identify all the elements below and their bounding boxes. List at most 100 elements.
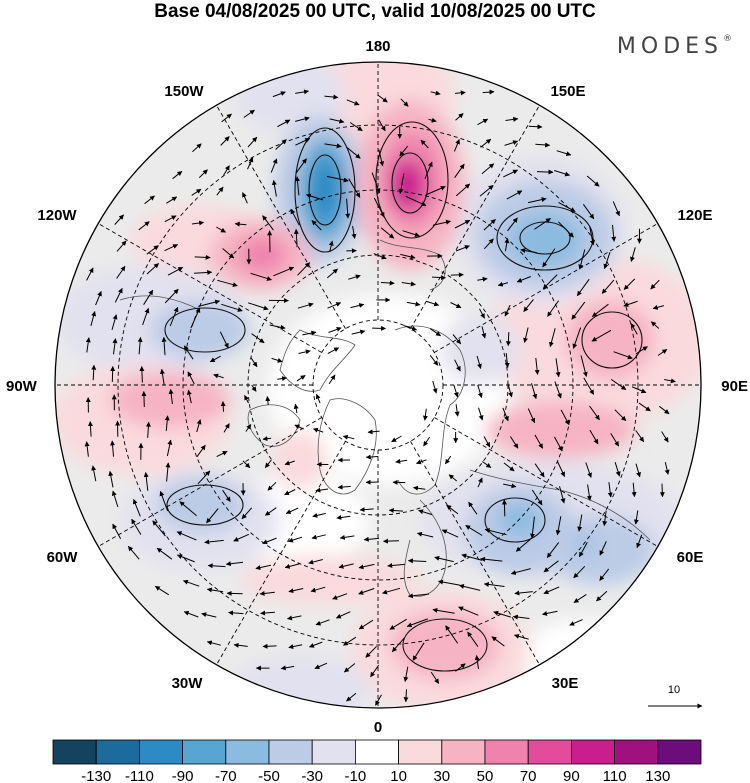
wind-vector xyxy=(650,321,660,329)
meridian-line xyxy=(410,441,540,665)
wind-vector xyxy=(329,118,345,124)
wind-vector xyxy=(143,289,154,305)
wind-vector xyxy=(338,563,354,569)
wind-vector xyxy=(416,459,427,465)
wind-vector xyxy=(348,274,361,280)
wind-vector xyxy=(479,185,494,197)
wind-vector xyxy=(452,334,462,345)
wind-vector xyxy=(223,165,230,176)
wind-vector xyxy=(339,534,355,540)
wind-vector xyxy=(476,355,482,369)
wind-vector xyxy=(586,484,592,501)
wind-vector xyxy=(530,516,535,539)
wind-vector xyxy=(412,642,425,661)
wind-vector xyxy=(454,90,466,96)
wind-vector xyxy=(176,554,195,563)
wind-vector xyxy=(512,614,530,620)
wind-vector xyxy=(527,197,547,204)
colorbar-swatch xyxy=(441,739,486,765)
meridian-line xyxy=(98,223,322,353)
wind-vector xyxy=(114,214,124,225)
wind-vector xyxy=(426,300,440,307)
coast-greenland xyxy=(317,398,377,495)
wind-vector xyxy=(164,215,177,223)
wind-vector xyxy=(556,150,572,157)
wind-vector xyxy=(198,169,208,178)
anomaly-medium-blue-kazakh xyxy=(545,515,655,585)
wind-vector xyxy=(293,228,299,248)
colorbar-swatch xyxy=(484,739,529,765)
wind-vector xyxy=(161,336,167,356)
wind-vector xyxy=(382,587,401,595)
wind-vector xyxy=(259,590,275,596)
wind-vector xyxy=(194,254,211,260)
wind-vector xyxy=(548,328,556,348)
wind-vector xyxy=(156,547,173,560)
anomaly-neutral-asia xyxy=(520,620,640,700)
wind-vector xyxy=(168,388,174,404)
wind-vector xyxy=(225,561,244,567)
wind-vector xyxy=(358,619,374,630)
wind-vector xyxy=(586,175,600,187)
wind-vector xyxy=(399,145,408,157)
wind-vector xyxy=(311,220,322,231)
wind-vector xyxy=(503,169,519,178)
wind-vector xyxy=(569,619,583,626)
colorbar-swatch xyxy=(182,739,227,765)
wind-vector xyxy=(262,643,277,649)
wind-vector xyxy=(271,179,277,197)
wind-vector xyxy=(187,371,195,385)
wind-vector xyxy=(207,563,226,569)
wind-vector xyxy=(477,477,483,488)
wind-vector xyxy=(453,384,459,398)
wind-vector xyxy=(324,143,342,149)
wind-vector xyxy=(458,584,481,591)
wind-vector xyxy=(503,462,515,472)
wind-vector xyxy=(315,619,330,626)
label-90w: 90W xyxy=(6,378,38,395)
wind-vector xyxy=(264,507,277,516)
wind-vector xyxy=(514,633,529,640)
wind-vector xyxy=(295,116,310,122)
wind-vector xyxy=(223,423,230,433)
wind-vector xyxy=(623,300,638,307)
wind-vector xyxy=(219,331,229,349)
wind-vector xyxy=(448,474,458,482)
wind-vector xyxy=(198,299,221,307)
wind-vector xyxy=(431,275,446,281)
colorbar-tick-label: 130 xyxy=(645,768,670,783)
wind-vector xyxy=(450,302,462,309)
wind-vector xyxy=(534,463,545,478)
wind-vector xyxy=(131,518,142,535)
coast-arctic-canada xyxy=(279,329,356,392)
wind-vector xyxy=(468,501,478,515)
wind-vector xyxy=(247,136,258,148)
colorbar-tick-label: -70 xyxy=(215,768,237,783)
wind-vector xyxy=(172,170,183,180)
wind-vector xyxy=(127,545,140,560)
wind-vector xyxy=(145,421,151,438)
wind-vector xyxy=(578,249,586,270)
wind-vector xyxy=(86,267,94,281)
anomaly-field xyxy=(55,62,701,708)
wind-vector xyxy=(294,176,300,196)
wind-vector xyxy=(206,640,221,646)
wind-vector xyxy=(454,163,465,178)
wind-vector xyxy=(391,637,405,653)
wind-vector xyxy=(277,376,287,382)
wind-vector xyxy=(483,581,505,587)
wind-vector xyxy=(610,433,620,447)
wind-vector xyxy=(290,208,300,226)
wind-vector xyxy=(297,262,311,276)
wind-vector xyxy=(428,117,437,123)
wind-vector xyxy=(143,472,149,491)
anomaly-light-pink-greenland2 xyxy=(272,430,328,490)
wind-vector xyxy=(635,346,648,355)
wind-vector xyxy=(267,481,277,491)
wind-vector xyxy=(404,325,418,331)
wind-vector xyxy=(112,338,118,355)
wind-vector xyxy=(543,586,560,595)
wind-vector xyxy=(193,269,213,275)
wind-vector xyxy=(91,465,97,482)
wind-vector xyxy=(638,402,651,412)
